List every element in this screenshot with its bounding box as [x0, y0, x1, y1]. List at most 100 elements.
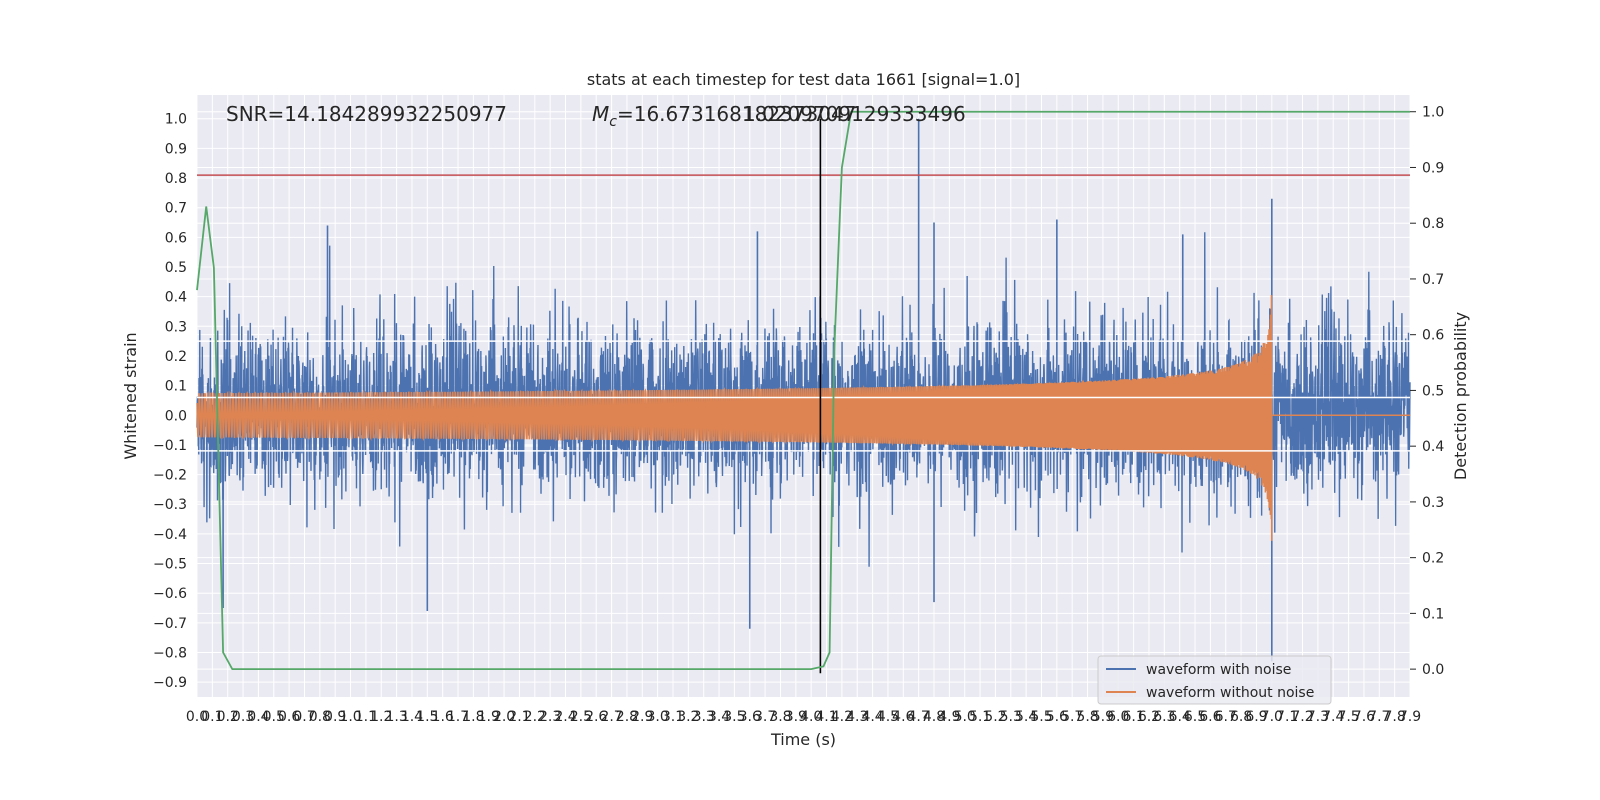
x-tick-label: 3.6 [739, 709, 761, 725]
y-tick-label-left: 0.9 [165, 141, 187, 157]
x-tick-label: 6.2 [1138, 709, 1160, 725]
x-tick-label: 1.2 [370, 709, 392, 725]
x-tick-label: 0.6 [278, 709, 300, 725]
x-tick-label: 6.0 [1107, 709, 1129, 725]
x-tick-label: 2.7 [600, 709, 622, 725]
x-tick-label: 5.2 [984, 709, 1006, 725]
x-tick-label: 0.2 [217, 709, 239, 725]
x-tick-label: 2.6 [585, 709, 607, 725]
x-tick-label: 3.7 [754, 709, 776, 725]
x-tick-label: 7.5 [1337, 709, 1359, 725]
x-tick-label: 1.7 [447, 709, 469, 725]
x-tick-label: 3.0 [647, 709, 669, 725]
x-tick-label: 4.6 [892, 709, 914, 725]
x-tick-label: 4.0 [800, 709, 822, 725]
x-tick-label: 6.5 [1184, 709, 1206, 725]
x-tick-label: 5.9 [1092, 709, 1114, 725]
x-tick-label: 4.7 [908, 709, 930, 725]
clean-waveform-line [196, 295, 1410, 541]
x-tick-label: 7.8 [1384, 709, 1406, 725]
x-tick-label: 5.8 [1076, 709, 1098, 725]
x-tick-label: 2.5 [570, 709, 592, 725]
x-tick-label: 7.0 [1261, 709, 1283, 725]
x-tick-label: 3.1 [662, 709, 684, 725]
y-tick-label-left: 0.2 [165, 349, 187, 365]
y-tick-label-left: 0.8 [165, 171, 187, 187]
legend-label-clean: waveform without noise [1146, 685, 1314, 701]
x-tick-label: 2.3 [539, 709, 561, 725]
x-tick-label: 0.8 [309, 709, 331, 725]
x-tick-label: 2.8 [616, 709, 638, 725]
x-tick-label: 4.8 [923, 709, 945, 725]
y-tick-label-right: 0.6 [1422, 328, 1444, 344]
legend-label-noise: waveform with noise [1146, 662, 1291, 678]
x-tick-label: 5.7 [1061, 709, 1083, 725]
x-tick-label: 6.9 [1245, 709, 1267, 725]
y-tick-label-right: 0.3 [1422, 495, 1444, 511]
y-tick-label-left: −0.9 [153, 675, 187, 691]
x-tick-label: 2.2 [524, 709, 546, 725]
x-tick-label: 1.6 [432, 709, 454, 725]
x-tick-label: 4.1 [815, 709, 837, 725]
x-tick-label: 3.2 [677, 709, 699, 725]
x-tick-label: 1.1 [355, 709, 377, 725]
x-tick-label: 6.6 [1199, 709, 1221, 725]
x-tick-label: 6.7 [1215, 709, 1237, 725]
legend: waveform with noise waveform without noi… [1097, 655, 1332, 705]
x-tick-label: 1.5 [416, 709, 438, 725]
x-tick-label: 2.9 [631, 709, 653, 725]
x-tick-label: 7.9 [1399, 709, 1421, 725]
x-tick-label: 4.4 [861, 709, 883, 725]
y-tick-label-left: −0.7 [153, 616, 187, 632]
x-tick-label: 4.9 [938, 709, 960, 725]
y-tick-label-left: 0.3 [165, 319, 187, 335]
legend-box [1097, 655, 1332, 705]
x-tick-label: 7.4 [1322, 709, 1344, 725]
x-tick-label: 3.9 [785, 709, 807, 725]
y-tick-label-right: 0.2 [1422, 551, 1444, 567]
y-tick-label-left: 1.0 [165, 112, 187, 128]
y-tick-label-left: −0.6 [153, 586, 187, 602]
x-tick-label: 5.0 [954, 709, 976, 725]
overlap-annotation: 1.0209709129333496 [743, 102, 966, 126]
x-tick-label: 0.5 [263, 709, 285, 725]
x-tick-label: 1.9 [478, 709, 500, 725]
x-tick-label: 7.1 [1276, 709, 1298, 725]
x-tick-label: 2.1 [508, 709, 530, 725]
x-tick-label: 0.9 [324, 709, 346, 725]
y-axis-label-left: Whitened strain [121, 332, 140, 459]
y-tick-label-right: 0.4 [1422, 439, 1444, 455]
y-tick-label-right: 0.1 [1422, 606, 1444, 622]
chirp-mass-value: =16.673168182373047 [617, 102, 856, 126]
y-tick-label-left: 0.5 [165, 260, 187, 276]
y-tick-label-left: −0.4 [153, 527, 187, 543]
x-tick-label: 6.1 [1122, 709, 1144, 725]
y-tick-label-left: −0.5 [153, 557, 187, 573]
x-tick-label: 4.5 [877, 709, 899, 725]
x-tick-label: 3.8 [769, 709, 791, 725]
x-tick-label: 1.3 [385, 709, 407, 725]
y-tick-label-left: −0.2 [153, 468, 187, 484]
chirp-mass-symbol: M [592, 102, 609, 126]
x-tick-label: 7.6 [1353, 709, 1375, 725]
x-tick-label: 2.0 [493, 709, 515, 725]
x-tick-label: 0.7 [293, 709, 315, 725]
chart-title: stats at each timestep for test data 166… [587, 70, 1020, 89]
x-tick-label: 6.3 [1153, 709, 1175, 725]
x-tick-label: 6.4 [1169, 709, 1191, 725]
y-tick-label-left: 0.6 [165, 230, 187, 246]
x-tick-label: 5.1 [969, 709, 991, 725]
x-tick-label: 7.2 [1291, 709, 1313, 725]
x-tick-label: 0.1 [201, 709, 223, 725]
x-tick-label: 1.4 [401, 709, 423, 725]
y-tick-label-left: −0.8 [153, 646, 187, 662]
y-tick-label-left: −0.3 [153, 497, 187, 513]
detection-probability-line [196, 110, 1410, 671]
y-tick-label-right: 0.5 [1422, 383, 1444, 399]
y-tick-label-right: 0.7 [1422, 272, 1444, 288]
y-tick-label-left: −0.1 [153, 438, 187, 454]
x-tick-label: 1.0 [339, 709, 361, 725]
x-axis-label: Time (s) [770, 730, 836, 749]
x-tick-label: 3.5 [723, 709, 745, 725]
y-tick-label-right: 1.0 [1422, 105, 1444, 121]
